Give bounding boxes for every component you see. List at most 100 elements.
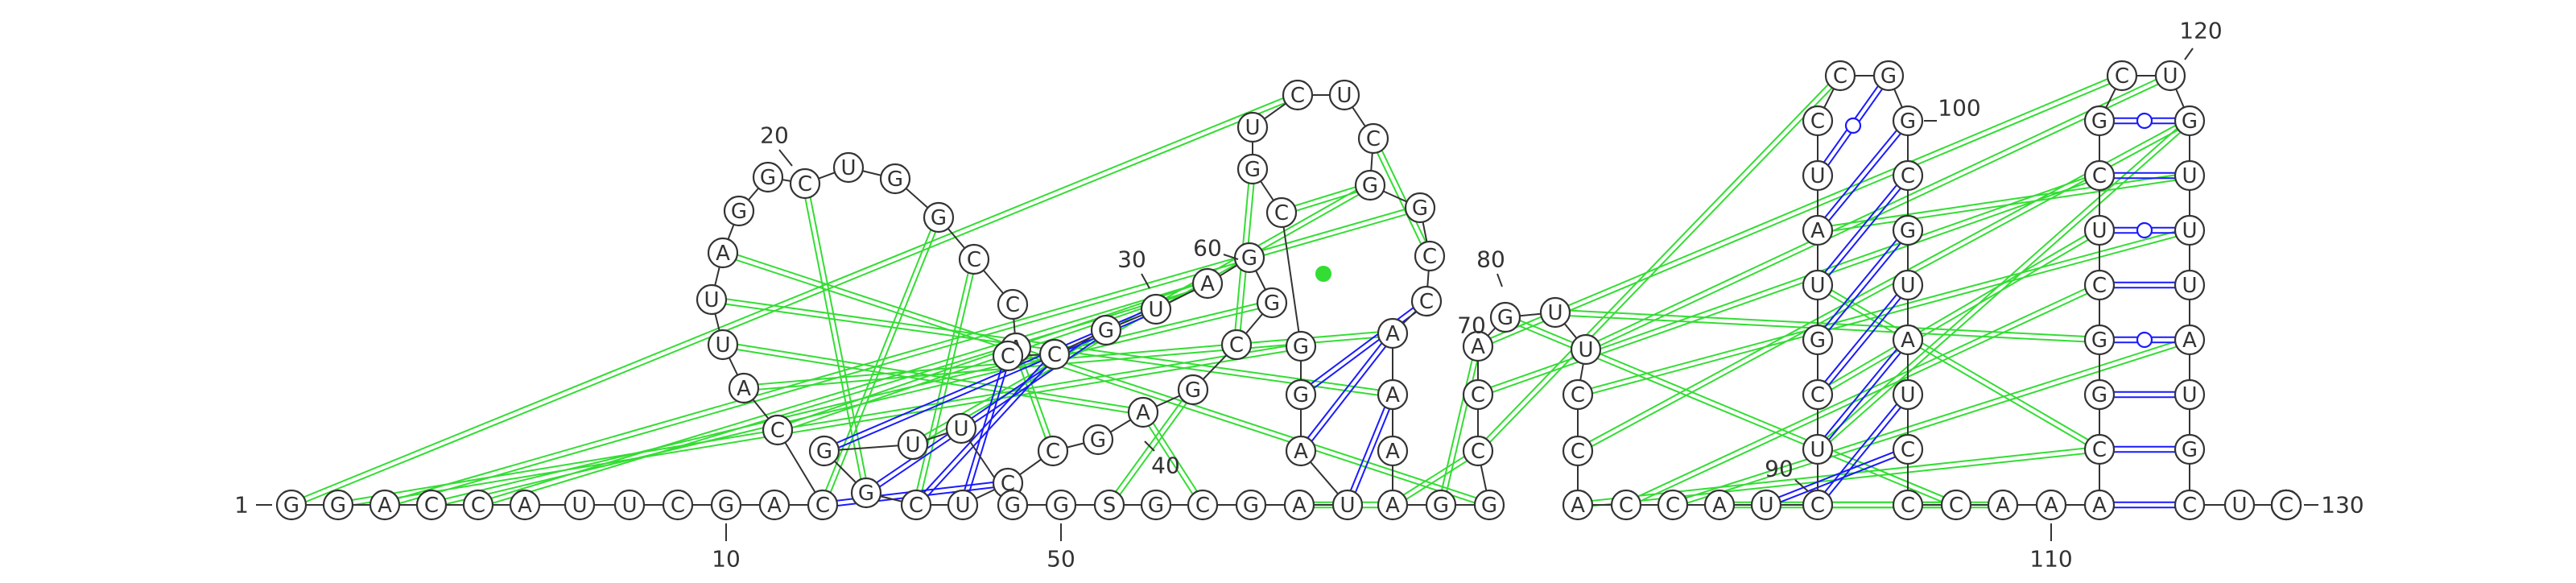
nucleotide-letter: C (909, 494, 923, 518)
base-interaction-noncanonical (776, 280, 1208, 428)
nucleotide-circle (1265, 196, 1298, 229)
nucleotide: U (1750, 489, 1782, 521)
nucleotide: C (807, 489, 839, 521)
base-interaction-noncanonical (1282, 187, 1372, 217)
nucleotide: G (1354, 169, 1386, 201)
nucleotide-circle (992, 340, 1024, 372)
nucleotide-circle (696, 283, 728, 316)
nucleotide-circle (1802, 433, 1834, 465)
nucleotide-letter: U (1245, 116, 1260, 140)
nucleotide: U (1236, 111, 1269, 143)
nucleotide: A (2174, 324, 2206, 356)
nucleotide: C (2083, 269, 2116, 301)
base-interaction-noncanonical (1144, 410, 1206, 504)
base-interaction-noncanonical (1479, 76, 1843, 453)
nucleotide: U (1140, 293, 1172, 325)
nucleotide-letter: U (953, 417, 968, 441)
nucleotide-letter: C (1229, 333, 1244, 358)
nucleotide-letter: G (1810, 329, 1826, 353)
nucleotide-circle (1462, 378, 1494, 411)
nucleotide: U (1328, 79, 1360, 111)
nucleotide: C (1414, 240, 1446, 272)
position-label: 110 (2029, 523, 2073, 573)
nucleotide-letter: G (2091, 329, 2107, 353)
nucleotide-circle (2083, 159, 2116, 192)
base-interaction-noncanonical (824, 217, 942, 507)
nucleotide: G (2083, 324, 2116, 356)
nucleotide-circle (1285, 378, 1317, 411)
position-number: 130 (2321, 492, 2363, 519)
nucleotide-letter: G (1293, 383, 1309, 407)
nucleotide-circle (1562, 489, 1594, 521)
nucleotide-letter: U (572, 494, 587, 518)
base-interaction-noncanonical (1818, 231, 2102, 398)
base-pair-canonical (1818, 231, 1911, 342)
nucleotide: G (1473, 489, 1505, 521)
nucleotide: G (2083, 378, 2116, 411)
nucleotide-circle (2174, 159, 2206, 192)
nucleotide-letter: C (967, 248, 981, 272)
nucleotide-letter: U (1578, 338, 1593, 362)
nucleotide-circle (1802, 105, 1834, 137)
nucleotide-circle (1093, 489, 1125, 521)
nucleotide-circle (728, 372, 760, 404)
nucleotide: A (707, 237, 739, 269)
nucleotide: C (1562, 435, 1594, 467)
nucleotide: G (1404, 192, 1436, 224)
base-pair-canonical (1818, 122, 1911, 233)
nucleotide-circle (2083, 489, 2116, 521)
position-label: 30 (1117, 246, 1150, 289)
nucleotide-circle (415, 489, 448, 521)
base-interaction-noncanonical (912, 258, 972, 505)
nucleotide: A (1127, 396, 1159, 428)
nucleotide-letter: C (1274, 201, 1289, 225)
nucleotide: G (1892, 105, 1924, 137)
nucleotide-letter: A (1294, 440, 1308, 464)
base-interaction-noncanonical (338, 348, 1302, 509)
nucleotide-circle (997, 288, 1029, 320)
nucleotide-circle (1235, 489, 1267, 521)
nucleotide-letter: G (931, 206, 947, 230)
wobble-pair-marker (2136, 112, 2153, 130)
nucleotide-circle (1892, 214, 1924, 246)
nucleotide: C (1282, 79, 1314, 111)
nucleotide-letter: U (1758, 494, 1773, 518)
nucleotide-letter: G (2182, 110, 2198, 134)
nucleotide-circle (1802, 159, 1834, 192)
base-interaction-noncanonical (1818, 177, 2190, 234)
nucleotide: G (1256, 287, 1288, 319)
nucleotide: G (1285, 330, 1317, 362)
nucleotide-circle (509, 489, 541, 521)
nucleotide-letter: C (1001, 345, 1015, 369)
nucleotide: C (1410, 285, 1443, 317)
nucleotide-circle (945, 412, 977, 444)
nucleotide-circle (2154, 60, 2186, 92)
nucleotide-circle (462, 489, 494, 521)
base-interaction-noncanonical (1437, 345, 1476, 505)
base-interaction-noncanonical (723, 341, 1144, 411)
nucleotide-letter: C (1810, 383, 1825, 407)
nucleotide: G (723, 195, 755, 227)
nucleotide-circle (1404, 192, 1436, 224)
nucleotide-letter: C (1810, 110, 1825, 134)
nucleotide-circle (1802, 214, 1834, 246)
nucleotide-circle (1187, 489, 1219, 521)
base-interaction-noncanonical (383, 204, 1420, 503)
nucleotide-circle (1140, 489, 1172, 521)
base-interaction-noncanonical (1671, 336, 2190, 503)
nucleotide: U (2174, 214, 2206, 246)
nucleotide-circle (2174, 378, 2206, 411)
base-interaction-noncanonical (1140, 413, 1202, 507)
nucleotide-letter: G (1245, 158, 1261, 182)
nucleotide-circle (2083, 269, 2116, 301)
nucleotide-letter: G (1148, 494, 1164, 518)
position-tick (1794, 479, 1809, 492)
nucleotide-circle (1562, 378, 1594, 411)
base-pair-canonical (1298, 298, 1426, 394)
nucleotide-letter: A (716, 242, 730, 266)
nucleotide-letter: U (1547, 301, 1563, 325)
nucleotide-letter: C (1901, 494, 1915, 518)
nucleotide: G (1090, 314, 1122, 346)
nucleotide-circle (923, 201, 955, 234)
